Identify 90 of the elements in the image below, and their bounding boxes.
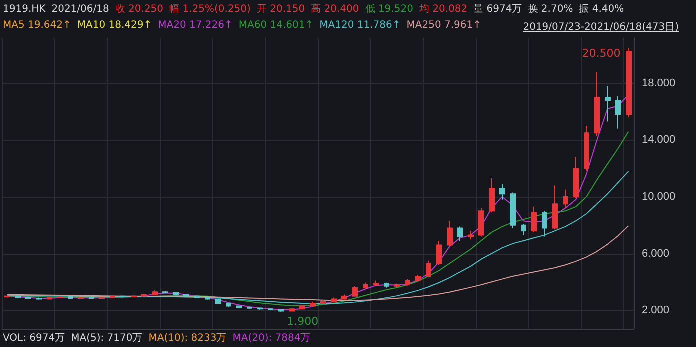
text: 1919.HK xyxy=(3,4,46,15)
candlestick xyxy=(584,126,589,172)
candlestick xyxy=(247,306,252,310)
text: MA(20): 7884万 xyxy=(232,333,311,344)
candlestick xyxy=(447,220,453,248)
candlestick xyxy=(15,296,21,299)
candlestick xyxy=(331,297,337,304)
candlestick xyxy=(373,280,379,286)
candlestick xyxy=(384,282,389,288)
candlestick xyxy=(352,286,358,298)
candlestick xyxy=(68,296,73,300)
candlestick xyxy=(341,294,347,300)
candlestick xyxy=(542,210,547,238)
text: MA5 19.642↑ xyxy=(3,20,72,31)
text: 换 2.70% xyxy=(528,4,574,15)
candlestick xyxy=(205,296,210,300)
text: 开 20.150 xyxy=(256,4,306,15)
text: 振 4.40% xyxy=(579,4,624,15)
candlestick xyxy=(226,302,231,308)
candlestick xyxy=(510,192,516,229)
candlestick xyxy=(152,290,158,296)
candlestick xyxy=(415,274,421,282)
candlestick xyxy=(183,294,189,298)
line-series xyxy=(6,170,630,304)
candlestick xyxy=(120,296,126,298)
text: 收 20.250 xyxy=(115,4,164,15)
candlestick xyxy=(36,297,42,300)
candlestick xyxy=(573,156,579,199)
candlestick xyxy=(173,292,179,296)
y-tick-label: 14.000 xyxy=(642,134,676,146)
y-tick-label: 6.000 xyxy=(642,248,670,260)
text: 2021/06/18 xyxy=(52,4,110,15)
text: 均 20.082 xyxy=(419,4,468,15)
text: 量 6974万 xyxy=(474,4,522,15)
candlestick xyxy=(99,296,105,300)
candlestick xyxy=(405,278,410,286)
candlestick xyxy=(141,294,147,298)
candlestick xyxy=(310,302,316,308)
candlestick xyxy=(363,282,368,290)
candlestick xyxy=(615,96,621,130)
candlestick xyxy=(268,308,273,312)
candlestick xyxy=(457,226,463,242)
candlestick xyxy=(89,296,94,300)
text: 2019/07/23-2021/06/18(473日) xyxy=(523,21,679,34)
text: 低 19.520 xyxy=(365,4,414,15)
text: MA10 18.429↑ xyxy=(77,20,152,31)
y-tick-label: 18.000 xyxy=(642,77,676,90)
candlestick xyxy=(110,295,115,299)
candlestick xyxy=(320,300,326,305)
candlestick xyxy=(521,223,526,236)
candlestick xyxy=(299,305,305,310)
annotation: 20.500 xyxy=(582,46,621,60)
text: MA20 17.226↑ xyxy=(158,20,233,31)
text: MA(5): 7170万 xyxy=(71,333,143,344)
annotation: 1.900 xyxy=(287,314,319,328)
candlestick xyxy=(426,260,431,278)
candlestick xyxy=(78,296,84,300)
candlestick xyxy=(131,295,137,298)
candlestick xyxy=(194,295,200,299)
candlestick xyxy=(278,308,284,312)
candlestick xyxy=(499,184,505,200)
candlestick xyxy=(25,296,31,300)
text: MA250 7.961↑ xyxy=(406,20,482,31)
candlestick xyxy=(215,298,221,305)
text: 高 20.400 xyxy=(311,4,360,15)
candlestick xyxy=(605,86,611,122)
candlestick xyxy=(626,47,632,118)
text: MA120 11.786↑ xyxy=(320,20,401,31)
candlestick xyxy=(4,295,10,298)
y-tick-label: 10.000 xyxy=(642,190,676,203)
candlestick xyxy=(468,230,474,240)
candlestick xyxy=(47,296,52,300)
candlestick xyxy=(394,283,400,288)
text: MA60 14.601↑ xyxy=(238,20,314,31)
candlestick xyxy=(257,307,263,310)
candlestick xyxy=(57,296,63,299)
candlestick xyxy=(162,290,168,294)
candlestick xyxy=(563,189,568,209)
y-tick-label: 2.000 xyxy=(642,304,670,317)
candlestick xyxy=(552,185,558,230)
candlestick xyxy=(478,208,484,238)
text: 幅 1.25%(0.250) xyxy=(170,4,251,15)
line-series xyxy=(6,225,630,302)
candlestick xyxy=(436,240,442,266)
text: VOL: 6974万 xyxy=(3,333,66,344)
candlestick xyxy=(489,178,495,214)
candlestick xyxy=(594,72,600,136)
text: MA(10): 8233万 xyxy=(148,333,227,344)
candlestick xyxy=(289,308,295,312)
candlestick xyxy=(531,206,537,233)
